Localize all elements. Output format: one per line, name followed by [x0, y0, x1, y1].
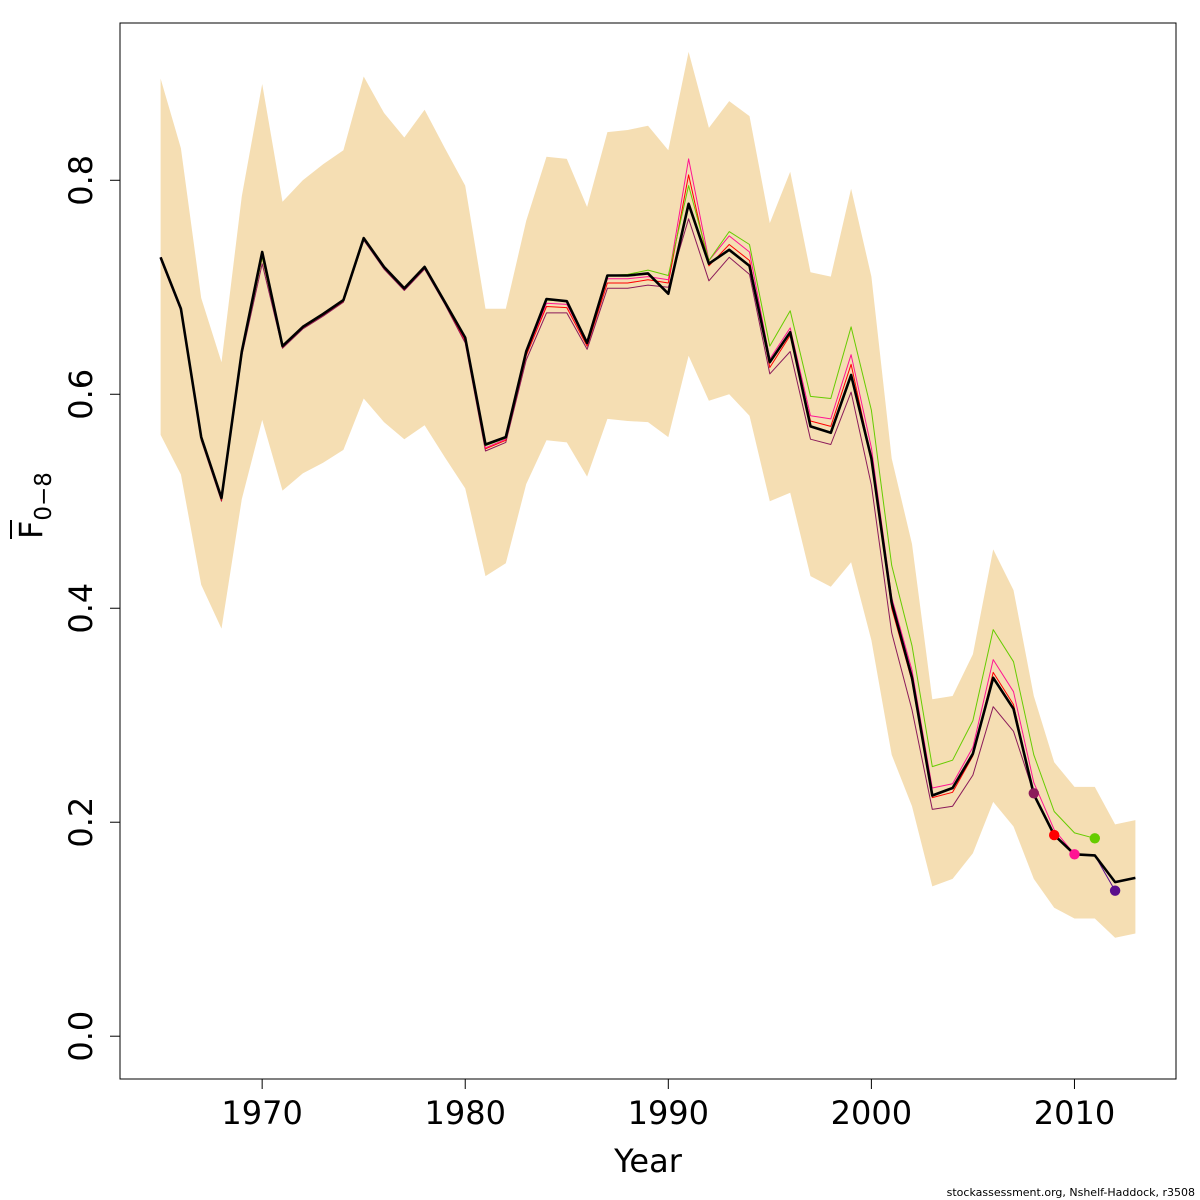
y-tick-label-text: 0.2	[62, 797, 100, 848]
x-tick-label-1970: 1970	[221, 1094, 302, 1132]
y-axis-title-main: F	[12, 521, 50, 539]
y-tick-label-0.6: 0.6	[62, 369, 100, 420]
endpoint-markers-layer	[1028, 788, 1121, 896]
x-axis: 1970 1980 1990 2000 2010	[221, 1078, 1115, 1132]
endpoint-marker-2008	[1028, 788, 1040, 799]
y-tick-label-0.4: 0.4	[62, 583, 100, 634]
y-tick-label-text: 0.6	[62, 369, 100, 420]
endpoint-marker-2010	[1069, 849, 1080, 860]
endpoint-marker-2012	[1109, 885, 1121, 896]
series-layer	[159, 158, 1136, 891]
endpoint-marker-2011	[1089, 833, 1101, 844]
svg-text:F0−8: F0−8	[12, 472, 57, 539]
y-tick-label-0.8: 0.8	[62, 155, 100, 206]
y-axis: 0.0 0.2 0.4 0.6 0.8	[62, 155, 121, 1062]
y-axis-title: F0−8	[10, 472, 57, 539]
confidence-band-layer	[160, 51, 1136, 938]
x-tick-label-2010: 2010	[1034, 1094, 1115, 1132]
x-tick-label-1980: 1980	[425, 1094, 506, 1132]
credit-note: stockassessment.org, Nshelf-Haddock, r35…	[947, 1186, 1195, 1199]
y-tick-label-text: 0.0	[62, 1011, 100, 1062]
y-tick-label-0.0: 0.0	[62, 1011, 100, 1062]
y-tick-label-text: 0.4	[62, 583, 100, 634]
y-axis-title-subscript: 0−8	[31, 472, 57, 521]
x-tick-label-2000: 2000	[831, 1094, 912, 1132]
y-tick-label-text: 0.8	[62, 155, 100, 206]
endpoint-marker-2009	[1049, 829, 1060, 841]
x-tick-label-1990: 1990	[628, 1094, 709, 1132]
x-axis-title: Year	[613, 1142, 683, 1180]
series-line-peel-1	[160, 218, 1035, 810]
confidence-band	[160, 51, 1136, 938]
series-line-main	[159, 202, 1136, 884]
y-tick-label-0.2: 0.2	[62, 797, 100, 848]
